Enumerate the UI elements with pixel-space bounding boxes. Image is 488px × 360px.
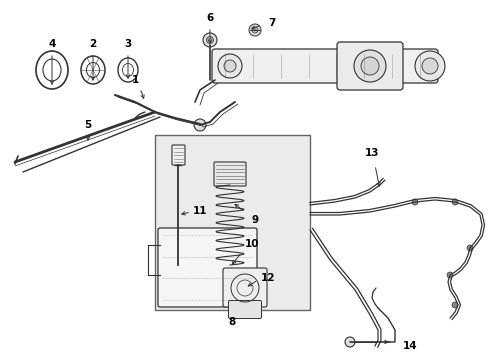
Circle shape: [248, 24, 261, 36]
Text: 2: 2: [89, 39, 97, 49]
Circle shape: [360, 57, 378, 75]
Circle shape: [194, 119, 205, 131]
FancyBboxPatch shape: [158, 228, 257, 307]
Circle shape: [218, 54, 242, 78]
FancyBboxPatch shape: [155, 135, 309, 310]
FancyBboxPatch shape: [214, 162, 245, 186]
Circle shape: [466, 245, 472, 251]
Text: 6: 6: [206, 13, 213, 23]
Text: 14: 14: [402, 341, 416, 351]
Circle shape: [203, 33, 217, 47]
Text: 1: 1: [131, 75, 138, 85]
FancyBboxPatch shape: [336, 42, 402, 90]
Text: 12: 12: [260, 273, 275, 283]
Circle shape: [446, 272, 452, 278]
Circle shape: [206, 36, 213, 44]
Text: 8: 8: [228, 317, 235, 327]
Circle shape: [451, 199, 457, 205]
Circle shape: [421, 58, 437, 74]
Circle shape: [353, 50, 385, 82]
Circle shape: [451, 302, 457, 308]
Text: 10: 10: [244, 239, 259, 249]
Text: 3: 3: [124, 39, 131, 49]
Circle shape: [345, 337, 354, 347]
Text: 5: 5: [84, 120, 91, 130]
FancyBboxPatch shape: [223, 268, 266, 307]
Text: 7: 7: [268, 18, 275, 28]
Text: 4: 4: [48, 39, 56, 49]
Circle shape: [224, 60, 236, 72]
Text: 9: 9: [251, 215, 258, 225]
Text: 13: 13: [364, 148, 379, 158]
FancyBboxPatch shape: [212, 49, 437, 83]
Circle shape: [251, 27, 258, 33]
Circle shape: [411, 199, 417, 205]
FancyBboxPatch shape: [228, 301, 261, 319]
Circle shape: [414, 51, 444, 81]
FancyBboxPatch shape: [172, 145, 184, 165]
Text: 11: 11: [192, 206, 207, 216]
